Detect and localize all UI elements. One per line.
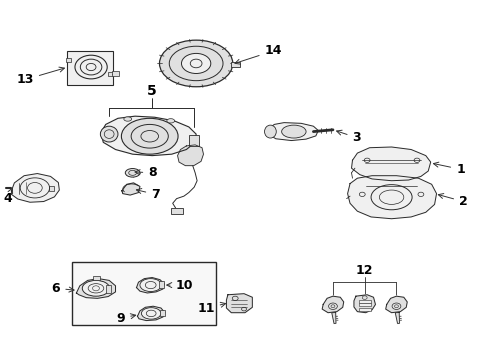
Polygon shape	[138, 306, 165, 320]
Bar	[359, 300, 370, 303]
Bar	[66, 58, 71, 62]
Ellipse shape	[82, 280, 110, 296]
Ellipse shape	[100, 126, 118, 142]
Polygon shape	[395, 312, 399, 323]
Text: 10: 10	[167, 279, 193, 292]
Polygon shape	[177, 145, 203, 166]
Polygon shape	[386, 296, 407, 313]
Bar	[49, 186, 54, 191]
Polygon shape	[322, 296, 343, 313]
Polygon shape	[101, 116, 196, 156]
Bar	[171, 208, 183, 214]
Ellipse shape	[167, 119, 174, 123]
Text: 7: 7	[136, 188, 160, 201]
Bar	[160, 310, 165, 316]
Ellipse shape	[181, 53, 211, 73]
Polygon shape	[354, 295, 375, 313]
Text: 1: 1	[434, 162, 465, 176]
Text: 8: 8	[135, 166, 157, 179]
Text: 5: 5	[147, 84, 157, 98]
Bar	[359, 308, 370, 311]
Text: 4: 4	[3, 188, 13, 205]
Bar	[231, 62, 240, 67]
Text: 14: 14	[235, 44, 282, 64]
Ellipse shape	[140, 279, 161, 292]
Ellipse shape	[265, 125, 276, 138]
Bar	[108, 72, 113, 76]
Polygon shape	[76, 279, 116, 298]
Ellipse shape	[122, 118, 178, 154]
Bar	[106, 285, 111, 293]
Polygon shape	[267, 123, 318, 140]
Ellipse shape	[282, 125, 306, 138]
Polygon shape	[11, 174, 59, 202]
Ellipse shape	[124, 117, 132, 121]
Text: 13: 13	[17, 67, 64, 86]
Text: 6: 6	[51, 282, 74, 295]
Text: 9: 9	[117, 311, 136, 325]
Polygon shape	[332, 312, 336, 323]
Text: 12: 12	[356, 264, 373, 277]
Bar	[359, 303, 370, 306]
Bar	[67, 51, 113, 85]
Bar	[159, 281, 164, 288]
Ellipse shape	[142, 308, 161, 319]
Text: 11: 11	[197, 302, 225, 315]
Bar	[112, 71, 120, 76]
Ellipse shape	[159, 40, 233, 87]
Bar	[189, 135, 198, 146]
Text: 2: 2	[439, 194, 468, 208]
Polygon shape	[351, 147, 431, 181]
Polygon shape	[226, 294, 252, 313]
Bar	[72, 262, 216, 325]
Polygon shape	[122, 183, 140, 195]
Polygon shape	[137, 278, 164, 293]
Polygon shape	[347, 176, 437, 219]
Bar	[93, 276, 100, 280]
Text: 3: 3	[337, 130, 361, 144]
Ellipse shape	[125, 168, 140, 177]
